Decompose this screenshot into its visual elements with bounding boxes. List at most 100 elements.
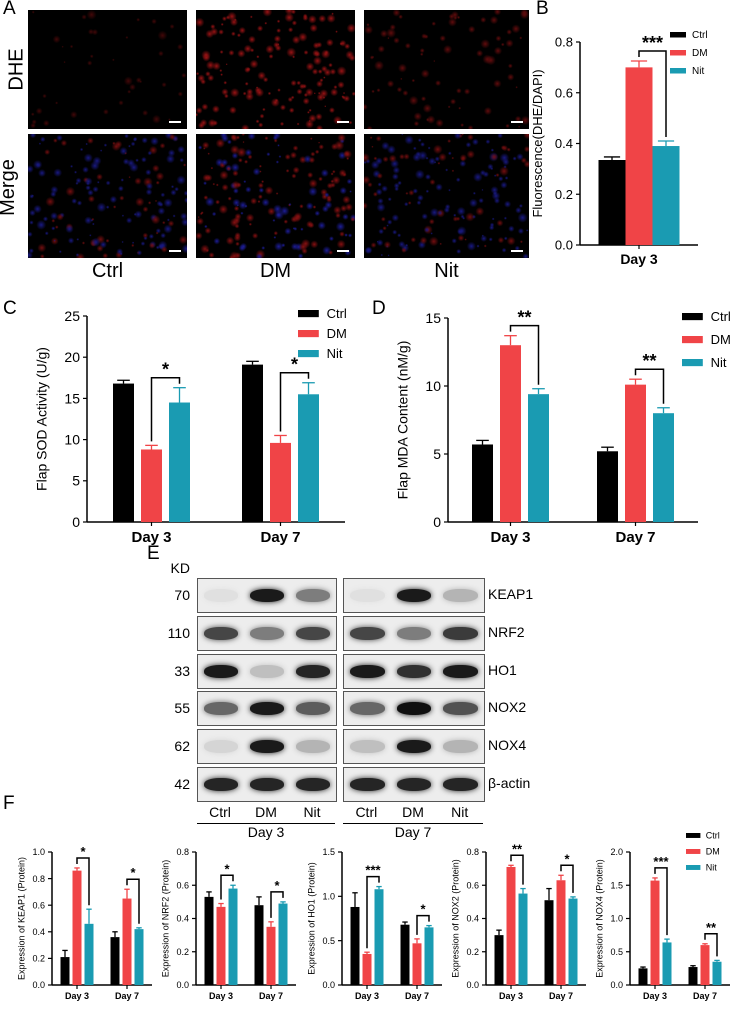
- col-label-ctrl: Ctrl: [91, 260, 124, 282]
- micro-merge-ctrl: [28, 134, 187, 258]
- bar-ctrl: [113, 383, 134, 522]
- y-tick-label: 0: [72, 514, 80, 530]
- chart-c-sod-activity: 0 5 10 15 20 25 Flap SOD Activity (U/g) Day 3 Da…: [34, 306, 347, 546]
- bar-nit: [169, 402, 190, 522]
- blot-band: [443, 739, 478, 754]
- significance-mark: *: [420, 902, 426, 917]
- y-axis-label: Flap SOD Activity (U/g): [34, 347, 50, 491]
- y-tick-label: 25: [64, 308, 80, 324]
- blot-band: [250, 626, 284, 641]
- chart-f-nox2: 0.0 0.2 0.4 0.6 0.8 Expression of NOX2 (Prote…: [451, 841, 586, 1001]
- blot-band: [396, 664, 432, 679]
- significance-mark: *: [564, 851, 570, 866]
- x-tick-label: Day 7: [549, 991, 573, 1001]
- blot-protein-name: β-actin: [488, 775, 531, 791]
- blot-lane-label: DM: [255, 804, 277, 820]
- bar-dm: [72, 870, 82, 985]
- y-tick-label: 5: [433, 446, 441, 462]
- blot-band: [396, 626, 432, 641]
- y-tick-label: 0.6: [176, 880, 189, 890]
- y-tick-label: 0.6: [32, 900, 45, 910]
- micro-merge-dm: [196, 134, 355, 258]
- y-tick-label: 15: [425, 310, 441, 326]
- legend-swatch: [298, 330, 319, 338]
- blot-strip: [343, 654, 485, 689]
- significance-mark: *: [162, 360, 169, 380]
- bar-ctrl: [400, 924, 410, 985]
- x-tick-label: Day 7: [405, 991, 429, 1001]
- significance-mark: **: [642, 351, 656, 371]
- blot-kd-value: 42: [174, 776, 190, 792]
- bar-nit: [228, 888, 238, 985]
- blot-lane-label: Ctrl: [355, 804, 378, 820]
- significance-mark: ***: [642, 33, 663, 53]
- y-axis-label: Expression of KEAP1 (Protein): [17, 857, 27, 980]
- significance-mark: ***: [653, 854, 669, 869]
- y-tick-label: 0.2: [555, 187, 573, 202]
- micro-merge-nit: [364, 134, 529, 258]
- blot-group-label: Day 7: [394, 824, 432, 840]
- bar-dm: [650, 880, 660, 985]
- bar-ctrl: [544, 900, 554, 985]
- y-tick-label: 0.0: [322, 980, 335, 990]
- bar-nit: [278, 903, 288, 985]
- legend-swatch: [298, 310, 319, 318]
- bar-ctrl: [242, 364, 263, 522]
- y-tick-label: 15: [64, 390, 80, 406]
- bar-ctrl: [110, 937, 120, 985]
- blot-strip: [343, 578, 485, 613]
- y-tick-label: 0.2: [32, 954, 45, 964]
- blot-strip: [197, 729, 337, 764]
- blot-band: [443, 777, 478, 792]
- y-tick-label: 20: [64, 349, 80, 365]
- y-tick-label: 0.4: [176, 914, 189, 924]
- bar-ctrl: [204, 896, 214, 985]
- y-tick-label: 10: [64, 432, 80, 448]
- significance-mark: *: [274, 878, 280, 893]
- blot-band: [296, 777, 330, 792]
- y-axis-label: Expression of NRF2 (Protein): [161, 860, 171, 978]
- bar-nit: [653, 413, 674, 522]
- bar-dm: [216, 906, 226, 985]
- bar-dm: [500, 345, 521, 522]
- bar-ctrl: [688, 967, 698, 985]
- y-tick-label: 0.8: [555, 35, 573, 50]
- bar-ctrl: [350, 906, 360, 985]
- blot-band: [296, 626, 330, 641]
- bar-dm: [625, 384, 646, 522]
- bar-dm: [266, 926, 276, 985]
- blot-band: [350, 739, 385, 754]
- panel-label-e: E: [147, 543, 160, 564]
- bar-dm: [556, 880, 566, 985]
- blot-band: [204, 739, 238, 754]
- chart-f-nrf2: 0.0 0.2 0.4 0.6 0.8 Expression of NRF2 (Prote…: [161, 847, 296, 1001]
- significance-bracket: [560, 864, 574, 893]
- y-tick-label: 0.0: [555, 238, 573, 253]
- y-tick-label: 0.6: [555, 85, 573, 100]
- blot-band: [204, 777, 238, 792]
- legend-label: Nit: [327, 346, 343, 361]
- bar-dm: [625, 67, 653, 245]
- blot-group-underline: [343, 823, 483, 824]
- blot-band: [350, 588, 385, 603]
- blot-strip: [197, 654, 337, 689]
- legend-label: Ctrl: [692, 30, 708, 41]
- blot-band: [443, 588, 478, 603]
- y-axis-label: Flap MDA Content (nM/g): [395, 341, 411, 500]
- blot-strip: [343, 729, 485, 764]
- blot-protein-name: HO1: [488, 662, 517, 678]
- blot-band: [250, 739, 284, 754]
- bar-ctrl: [254, 905, 264, 985]
- x-tick-label: Day 3: [131, 529, 171, 546]
- significance-bracket: [416, 914, 430, 935]
- bar-nit: [518, 893, 528, 985]
- blot-protein-name: NOX4: [488, 737, 527, 753]
- blot-kd-value: 70: [174, 587, 190, 603]
- bar-nit: [652, 146, 680, 245]
- panel-label-d: D: [372, 298, 386, 319]
- blot-band: [443, 664, 478, 679]
- blot-kd-value: 33: [174, 663, 190, 679]
- panel-label-f: F: [3, 793, 15, 814]
- significance-mark: *: [224, 861, 230, 876]
- blot-band: [350, 777, 385, 792]
